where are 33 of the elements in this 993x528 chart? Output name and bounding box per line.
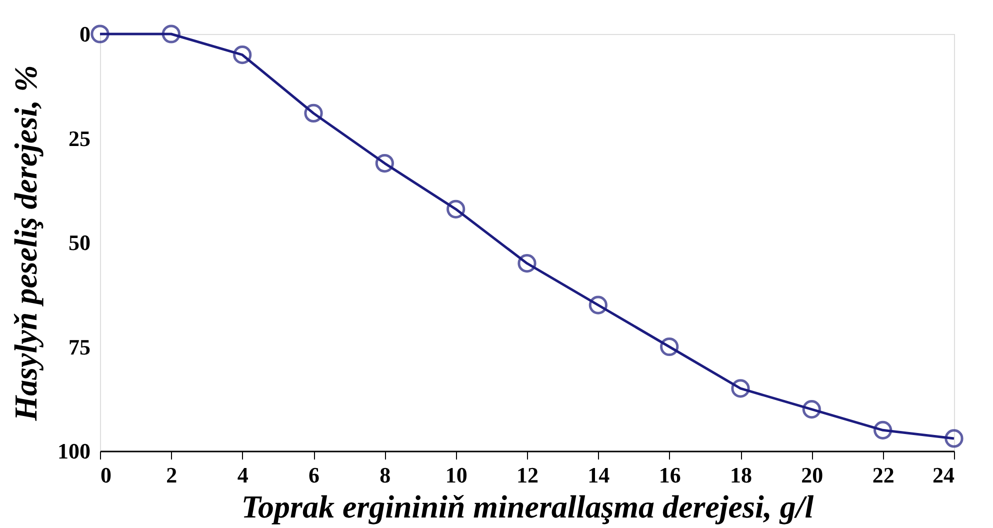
x-tick-label: 18 [730,462,752,488]
x-tick-label: 6 [308,462,320,488]
point [802,400,821,419]
x-axis-title: Toprak ergininiň minerallaşma derejesi, g/l [241,488,814,524]
x-tick-label: 0 [100,462,112,488]
x-tick-label: 12 [516,462,538,488]
point [375,154,394,173]
point [446,200,466,218]
point [90,24,110,44]
point [518,254,536,273]
y-axis-title: Hasylyň peseliş derejesi, % [8,65,44,422]
point [874,420,892,440]
y-tick-label: 25 [68,126,90,151]
point [304,104,323,123]
y-tick-label: 75 [68,334,90,360]
x-tick-label: 8 [380,462,391,488]
point [588,296,608,314]
point [944,429,964,448]
y-tick-label: 50 [68,230,90,255]
x-tick-label: 24 [932,462,954,488]
point [660,337,679,356]
y-tick-label: 100 [58,438,90,464]
x-tick-label: 14 [588,462,610,488]
point [731,379,750,398]
y-tick-label: 0 [80,22,90,46]
x-tick-label: 16 [658,462,681,488]
x-tick-label: 4 [237,462,248,488]
x-tick-label: 20 [801,462,824,488]
x-tick-label: 22 [872,462,894,488]
x-tick-label: 10 [445,462,468,488]
x-tick-label: 2 [166,462,178,488]
point [233,46,252,64]
point [162,24,180,44]
